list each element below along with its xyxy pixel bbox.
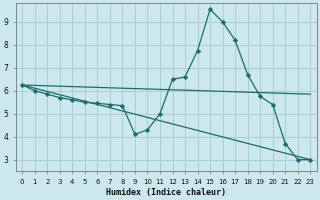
X-axis label: Humidex (Indice chaleur): Humidex (Indice chaleur) bbox=[106, 188, 226, 197]
